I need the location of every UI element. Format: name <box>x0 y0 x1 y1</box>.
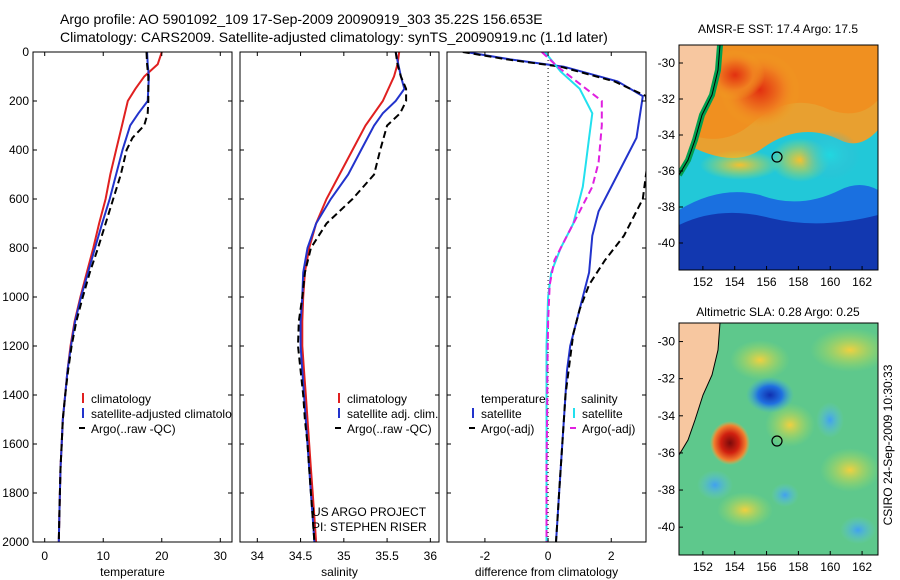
temperature-x-tick-label: 0 <box>41 549 48 563</box>
sla-map-lat-tick-label: -32 <box>658 372 676 386</box>
temperature-series-satellite-line <box>57 52 150 542</box>
sla-map-lon-tick-label: 158 <box>788 560 808 574</box>
temperature-y-tick-label: 200 <box>9 94 29 108</box>
sla-map-lat-tick-label: -34 <box>658 409 676 423</box>
temperature-x-axis-label: temperature <box>100 565 165 579</box>
difference-series-temperature-argo-line <box>462 52 646 542</box>
difference-legend-label: Argo(-adj) <box>481 422 534 436</box>
sla-map-lat-tick-label: -36 <box>658 446 676 460</box>
difference-legend-temperature-title: temperature <box>481 392 546 406</box>
sla-map-title: Altimetric SLA: 0.28 Argo: 0.25 <box>696 305 860 319</box>
salinity-legend-label: Argo(..raw -QC) <box>347 422 432 436</box>
sst-map-lat-tick-label: -40 <box>658 236 676 250</box>
salinity-legend-label: climatology <box>347 392 407 406</box>
salinity-x-axis-label: salinity <box>321 565 358 579</box>
salinity-x-tick-label: 35 <box>337 549 351 563</box>
sst-map-lon-tick-label: 154 <box>725 275 745 289</box>
difference-series-temperature-satellite-line <box>465 52 644 542</box>
temperature-series-climatology-line <box>57 52 163 542</box>
temperature-series-argo-line <box>57 52 150 542</box>
sst-map-lon-tick-label: 160 <box>820 275 840 289</box>
sst-float-marker <box>771 151 783 163</box>
sst-map-lat-tick-label: -38 <box>658 200 676 214</box>
salinity-profile-panel: 34 34.5 35 35.5 36 salinity climatologysatelli… <box>239 51 440 579</box>
sla-map-lat-tick-label: -30 <box>658 335 676 349</box>
figure-title-line-1: Argo profile: AO 5901092_109 17-Sep-2009… <box>60 11 543 27</box>
temperature-y-tick-label: 800 <box>9 241 29 255</box>
difference-profile-panel: -2 0 2 difference from climatology temperatu… <box>446 51 647 579</box>
sla-map-lon-tick-label: 156 <box>757 560 777 574</box>
sst-map-lat-tick-label: -32 <box>658 92 676 106</box>
sla-map: Altimetric SLA: 0.28 Argo: 0.25 152 154 15… <box>658 305 879 574</box>
salinity-series-climatology-line <box>301 52 401 542</box>
difference-legend-label: satellite <box>481 407 522 421</box>
temperature-x-tick-label: 30 <box>214 549 228 563</box>
figure-title-line-2: Climatology: CARS2009. Satellite-adjuste… <box>60 29 608 45</box>
temperature-x-tick-label: 20 <box>155 549 169 563</box>
temperature-legend-label: satellite-adjusted climatology <box>91 407 244 421</box>
sst-map-lat-tick-label: -34 <box>658 128 676 142</box>
salinity-legend-label: satellite adj. clim. <box>347 407 438 421</box>
sla-map-lat-tick-label: -38 <box>658 483 676 497</box>
sla-map-lon-tick-label: 160 <box>820 560 840 574</box>
sla-map-lon-tick-label: 154 <box>725 560 745 574</box>
temperature-plot-frame <box>32 51 233 543</box>
sla-map-lon-tick-label: 152 <box>693 560 713 574</box>
temperature-y-tick-label: 400 <box>9 143 29 157</box>
sla-map-lat-tick-label: -40 <box>658 520 676 534</box>
sst-map-axes: 152 154 156 158 160 162 -30 -32 -34 -36 -38 -40 <box>658 56 873 289</box>
sla-float-marker <box>771 435 783 447</box>
temperature-y-tick-label: 1800 <box>2 486 29 500</box>
sla-field <box>679 323 878 555</box>
difference-series-salinity-argo-line <box>541 52 603 542</box>
sst-map-lon-tick-label: 162 <box>852 275 872 289</box>
temperature-y-tick-label: 0 <box>22 45 29 59</box>
temperature-y-tick-label: 1200 <box>2 339 29 353</box>
difference-x-tick-label: 2 <box>608 549 615 563</box>
temperature-y-tick-label: 600 <box>9 192 29 206</box>
sst-map: AMSR-E SST: 17.4 Argo: 17.5 152 154 156 158… <box>658 22 879 289</box>
sst-map-lon-tick-label: 156 <box>757 275 777 289</box>
sst-map-lat-tick-label: -36 <box>658 164 676 178</box>
difference-legend-label: satellite <box>582 407 623 421</box>
timestamp-label: CSIRO 24-Sep-2009 10:30:33 <box>881 364 895 525</box>
salinity-series-satellite-line <box>299 52 406 542</box>
salinity-plot-frame <box>239 51 440 543</box>
difference-series-salinity-satellite-line <box>544 52 594 542</box>
difference-x-tick-label: -2 <box>480 549 491 563</box>
difference-x-tick-label: 0 <box>545 549 552 563</box>
temperature-y-tick-label: 1600 <box>2 437 29 451</box>
sst-map-title: AMSR-E SST: 17.4 Argo: 17.5 <box>698 22 858 36</box>
pi-label: PI: STEPHEN RISER <box>312 520 427 534</box>
temperature-legend-label: Argo(..raw -QC) <box>91 422 176 436</box>
temperature-profile-panel: 0 10 20 30 0 200 400 600 800 1000 1200 1400 1600 1800… <box>2 45 244 579</box>
temperature-y-tick-label: 1400 <box>2 388 29 402</box>
difference-x-axis-label: difference from climatology <box>475 565 618 579</box>
sst-map-lon-tick-label: 158 <box>788 275 808 289</box>
temperature-y-tick-label: 1000 <box>2 290 29 304</box>
salinity-x-tick-label: 34 <box>251 549 265 563</box>
salinity-x-tick-label: 36 <box>424 549 438 563</box>
difference-legend-label: Argo(-adj) <box>582 422 635 436</box>
sst-map-lon-tick-label: 152 <box>693 275 713 289</box>
difference-legend-salinity-title: salinity <box>581 392 618 406</box>
salinity-x-tick-label: 34.5 <box>289 549 313 563</box>
salinity-series-argo-line <box>296 52 408 542</box>
sst-field <box>679 45 878 270</box>
project-label: US ARGO PROJECT <box>312 505 427 519</box>
sla-map-lon-tick-label: 162 <box>852 560 872 574</box>
sst-map-lat-tick-label: -30 <box>658 56 676 70</box>
sla-map-axes: 152 154 156 158 160 162 -30 -32 -34 -36 -38 -40 <box>658 335 873 574</box>
salinity-x-tick-label: 35.5 <box>375 549 399 563</box>
temperature-x-tick-label: 10 <box>97 549 111 563</box>
temperature-legend-label: climatology <box>91 392 151 406</box>
temperature-y-tick-label: 2000 <box>2 535 29 549</box>
